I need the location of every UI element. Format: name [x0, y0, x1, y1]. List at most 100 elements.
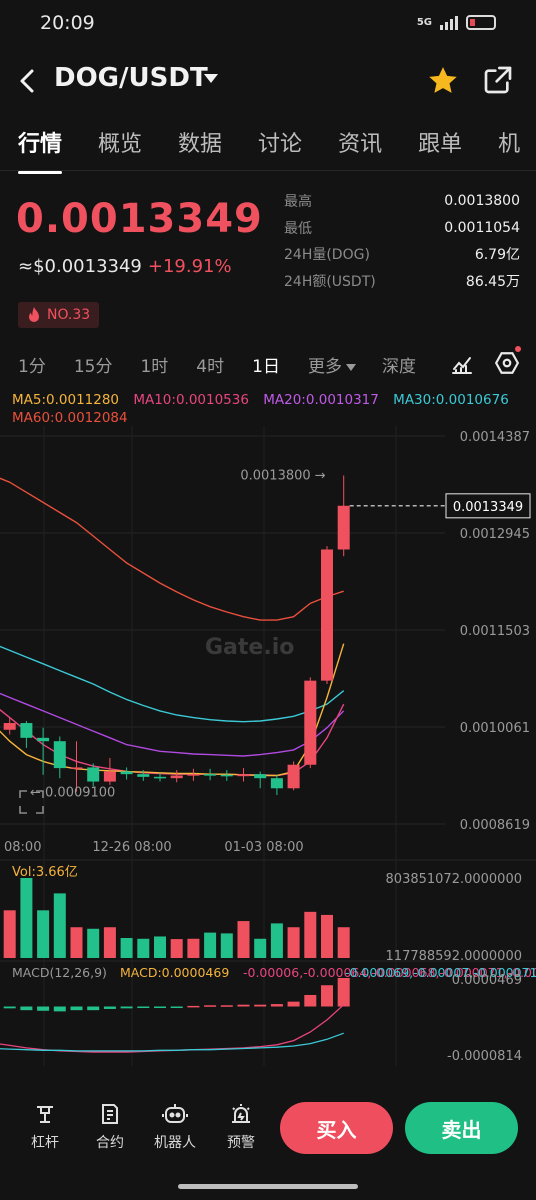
macd-bar [237, 1004, 250, 1007]
sell-button[interactable]: 卖出 [405, 1102, 518, 1154]
y-tick-label: 0.0010061 [460, 721, 530, 736]
leverage-button[interactable]: 杠杆 [20, 1100, 70, 1152]
stat-value: 6.79亿 [474, 247, 520, 264]
last-price: 0.0013349 [16, 196, 263, 242]
candle-body [103, 771, 116, 782]
tab-discussion[interactable]: 讨论 [258, 132, 303, 157]
alarm-icon [216, 1100, 266, 1128]
nav-label: 合约 [96, 1135, 124, 1151]
macd-bar [103, 1006, 116, 1009]
stat-value: 0.0013800 [444, 193, 520, 210]
macd-bar [204, 1005, 217, 1007]
macd-bar [70, 1006, 83, 1011]
volume-bar [37, 910, 50, 958]
max-price-label: 0.0013800 → [240, 468, 325, 483]
nav-label: 预警 [227, 1135, 255, 1151]
macd-bar [37, 1006, 50, 1011]
macd-bar [170, 1006, 183, 1009]
interval-more-dropdown[interactable]: 更多 [308, 352, 356, 377]
tab-data[interactable]: 数据 [178, 132, 223, 157]
share-icon[interactable] [482, 64, 514, 100]
star-icon[interactable] [426, 64, 460, 102]
rank-label: NO.33 [47, 307, 91, 323]
dif-value: -0.00006,-0.000064,-0.000068,-0.000071,-… [243, 965, 536, 980]
candle-body [337, 505, 350, 550]
tab-bot[interactable]: 机 [498, 132, 521, 157]
volume-bar [304, 911, 317, 958]
stat-turnover: 24H额(USDT) 86.45万 [284, 268, 520, 295]
fiat-price: ≈$0.0013349 [18, 256, 142, 277]
status-icons: 5G [417, 14, 496, 30]
back-button[interactable] [14, 64, 44, 98]
volume-label: Vol:3.66亿 [12, 865, 78, 880]
caret-down-icon [345, 363, 356, 371]
macd-bar [137, 1006, 150, 1009]
dea-value: -0.000069,-0.00007,-0.000071,-0.000072,-… [345, 965, 536, 980]
interval-1d[interactable]: 1日 [252, 357, 280, 377]
interval-15m[interactable]: 15分 [73, 357, 113, 377]
ma5-line [0, 643, 345, 777]
x-tick-label: 12-26 08:00 [92, 840, 171, 855]
pair-title[interactable]: DOG/USDT [54, 63, 208, 93]
change-percent: +19.91% [147, 256, 232, 277]
stat-label: 最低 [284, 220, 312, 237]
contract-button[interactable]: 合约 [85, 1100, 135, 1152]
volume-bar [270, 923, 283, 958]
home-indicator[interactable] [178, 1184, 358, 1189]
volume-bar [187, 938, 200, 958]
macd-bar [304, 994, 317, 1007]
fire-icon [29, 307, 39, 322]
stat-label: 最高 [284, 194, 312, 211]
tab-news[interactable]: 资讯 [338, 132, 383, 157]
ma20-label: MA20:0.0010317 [263, 392, 379, 408]
kline-chart[interactable]: Gate.io 0.0014387 0.0012945 0.0011503 0.0010… [0, 426, 536, 1066]
stats-panel: 最高 0.0013800 最低 0.0011054 24H量(DOG) 6.79亿 2… [284, 188, 520, 294]
candle-body [287, 764, 300, 789]
dea-line [0, 1032, 344, 1052]
y-tick-label: 0.0011503 [460, 624, 530, 639]
candle-body [87, 767, 100, 782]
macd-bar [270, 1004, 283, 1007]
macd-bar [120, 1006, 133, 1009]
robot-button[interactable]: 机器人 [150, 1100, 200, 1152]
interval-4h[interactable]: 4时 [196, 357, 225, 377]
stat-value: 0.0011054 [444, 219, 520, 236]
tab-market[interactable]: 行情 [18, 126, 63, 174]
fullscreen-icon [19, 790, 44, 814]
macd-tick-label: -0.0000814 [447, 1049, 522, 1064]
tab-overview[interactable]: 概览 [98, 132, 143, 157]
volume-bar [237, 921, 250, 958]
indicator-icon[interactable] [450, 352, 474, 380]
interval-1h[interactable]: 1时 [140, 357, 169, 377]
macd-title: MACD(12,26,9) [12, 965, 107, 980]
depth-tab[interactable]: 深度 [381, 357, 416, 377]
volume-tick-label: 803851072.0000000 [386, 872, 522, 887]
candle-body [37, 737, 50, 742]
candle-body [321, 549, 333, 681]
min-price-label: ← 0.0009100 [30, 786, 115, 801]
volume-bar [170, 939, 183, 958]
settings-icon[interactable] [494, 350, 520, 380]
rank-badge[interactable]: NO.33 [18, 302, 100, 328]
chevron-left-icon [20, 69, 34, 93]
tab-copy-trading[interactable]: 跟单 [418, 132, 463, 157]
signal-icon [440, 14, 458, 30]
macd-tick-label: 0.0000469 [452, 973, 522, 988]
candle-body [120, 771, 133, 775]
caret-down-icon[interactable] [204, 74, 218, 83]
volume-tick-label: 117788592.0000000 [386, 949, 522, 964]
buy-button[interactable]: 买入 [280, 1102, 393, 1154]
alarm-button[interactable]: 预警 [216, 1100, 266, 1152]
watermark-logo: Gate.io [205, 635, 294, 660]
interval-1m[interactable]: 1分 [18, 357, 46, 377]
volume-bar [87, 928, 100, 958]
stat-label: 24H量(DOG) [284, 247, 370, 264]
candle-body [237, 774, 250, 777]
candle-body [270, 778, 283, 789]
volume-bar [204, 932, 217, 958]
volume-bar [120, 938, 133, 958]
candle-body [70, 767, 83, 769]
ma20-line [0, 692, 345, 757]
volume-bar [3, 910, 16, 958]
candle-body [187, 774, 200, 776]
